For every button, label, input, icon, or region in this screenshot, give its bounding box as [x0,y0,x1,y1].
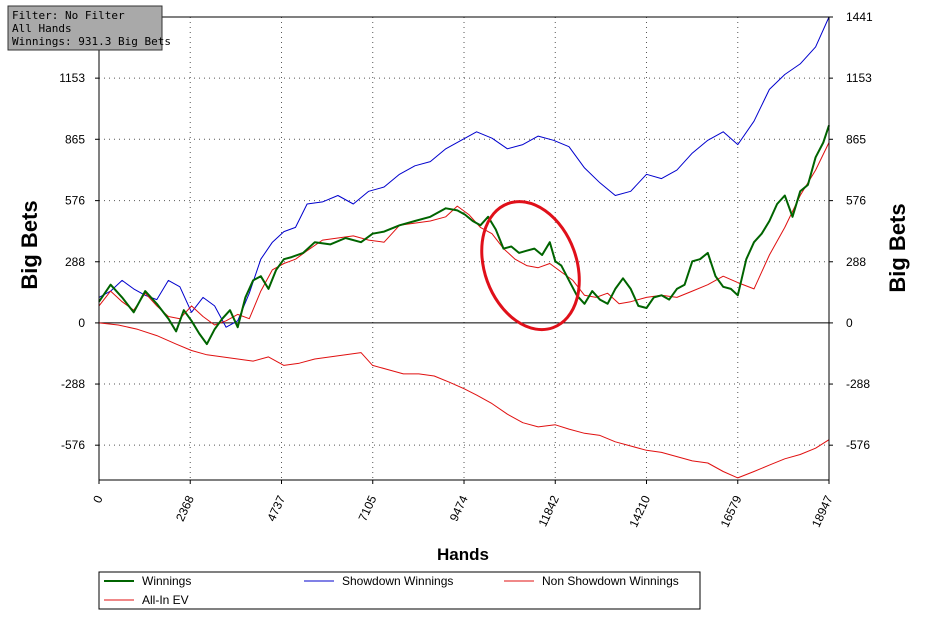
series-line-winnings [98,124,830,346]
x-tick-label: 11842 [536,493,563,529]
filter-label: Filter: No Filter [12,9,125,22]
x-tick-label: 18947 [809,493,836,529]
legend-label: Winnings [142,574,191,588]
legend-label: Non Showdown Winnings [542,574,679,588]
y-tick-label-right: 576 [846,194,866,208]
y-tick-label-right: 288 [846,255,866,269]
grid-lines [99,17,829,480]
filter-box: Filter: No Filter All Hands Winnings: 93… [7,5,171,51]
y-tick-label-left: -576 [61,438,85,452]
plot-area [98,16,830,481]
y-tick-label-left: 0 [78,316,85,330]
x-tick-label: 0 [90,493,106,505]
x-axis-ticks: 0 2368 4737 7105 9474 11842 14210 16579 18947 [90,480,836,530]
y-tick-label-right: 865 [846,132,866,146]
series-line-showdown-winnings [98,16,830,328]
legend: Winnings Showdown Winnings Non Showdown Wi… [98,571,701,610]
left-axis-ticks: -576 -288 0 288 576 865 1153 [59,71,99,452]
x-tick-label: 4737 [264,493,288,523]
legend-label: All-In EV [142,593,189,607]
y-tick-label-right: -576 [846,438,870,452]
x-tick-label: 7105 [355,493,379,523]
y-tick-label-left: 865 [65,132,85,146]
hands-label: All Hands [12,22,72,35]
y-tick-label-right: 1153 [846,71,872,85]
y-tick-label-left: -288 [61,377,85,391]
y-axis-title-right: Big Bets [885,203,910,292]
y-axis-title-left: Big Bets [17,200,42,289]
series-line-all-in-ev [98,322,830,479]
y-tick-label-left: 1153 [59,71,85,85]
right-axis-ticks: -576 -288 0 288 576 865 1153 1441 [829,10,873,452]
y-tick-label-right: 0 [846,316,853,330]
y-tick-label-right: 1441 [846,10,873,24]
x-tick-label: 2368 [173,493,197,523]
y-tick-label-right: -288 [846,377,870,391]
x-axis-title: Hands [437,545,489,564]
y-tick-label-left: 576 [65,194,85,208]
legend-label: Showdown Winnings [342,574,453,588]
series-lines [98,16,830,479]
series-line-non-showdown-winnings [98,142,830,326]
x-tick-label: 9474 [447,493,471,523]
y-tick-label-left: 288 [65,255,85,269]
x-tick-label: 14210 [626,493,653,529]
x-tick-label: 16579 [718,493,745,529]
annotation-circle [480,200,581,332]
winnings-total-label: Winnings: 931.3 Big Bets [12,35,171,48]
